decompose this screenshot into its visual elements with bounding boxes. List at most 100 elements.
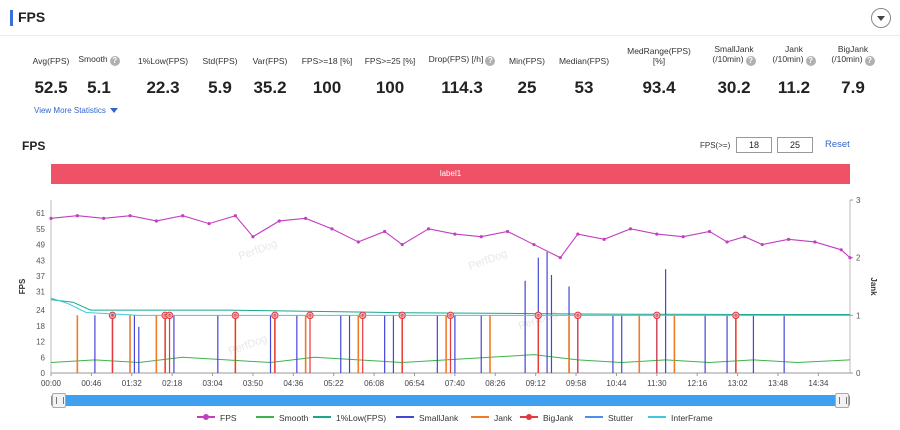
- legend-item[interactable]: 1%Low(FPS): [313, 413, 386, 423]
- legend-label: FPS: [220, 413, 237, 423]
- legend-item[interactable]: Jank: [471, 413, 512, 423]
- legend-label: Stutter: [608, 413, 634, 423]
- stat-label: 1%Low(FPS): [137, 56, 189, 66]
- fps-point: [848, 256, 852, 260]
- x-tick-label: 04:36: [283, 379, 304, 388]
- x-tick-label: 11:30: [647, 379, 667, 388]
- fps-point: [277, 219, 281, 223]
- statistics-row: Avg(FPS) 52.5 Smooth? 5.1 1%Low(FPS) 22.3 Std(…: [0, 44, 900, 120]
- fps-point: [181, 214, 185, 218]
- fps-point: [602, 237, 606, 241]
- stat-label: Var(FPS): [252, 56, 288, 66]
- legend-item[interactable]: BigJank: [520, 413, 573, 423]
- chart-title: FPS: [22, 139, 46, 153]
- fps-point: [743, 235, 747, 239]
- legend-item[interactable]: SmallJank: [396, 413, 458, 423]
- x-tick-label: 06:54: [404, 379, 425, 388]
- fps-point: [251, 235, 255, 239]
- fps-point: [75, 214, 79, 218]
- y-tick-label: 49: [36, 241, 45, 250]
- stat-label: Median(FPS): [558, 56, 610, 66]
- legend-swatch-icon: [520, 414, 538, 420]
- fps-threshold-input-2[interactable]: [777, 137, 813, 153]
- stat-value: 5.9: [208, 78, 232, 97]
- fps-point: [532, 242, 536, 247]
- x-tick-label: 03:04: [203, 379, 224, 388]
- legend-item[interactable]: FPS: [197, 413, 237, 423]
- stat-value: 35.2: [253, 78, 287, 97]
- fps-point: [813, 240, 817, 244]
- fps-threshold-input-1[interactable]: [736, 137, 772, 153]
- legend-label: BigJank: [543, 413, 574, 423]
- stat-label: FPS>=18 [%]: [301, 56, 353, 66]
- legend-item[interactable]: InterFrame: [648, 413, 713, 423]
- time-range-slider[interactable]: [51, 395, 850, 406]
- legend-swatch-icon: [256, 416, 274, 418]
- fps-point: [383, 229, 387, 234]
- panel-header: FPS: [0, 0, 900, 36]
- help-icon[interactable]: ?: [485, 56, 496, 66]
- slider-handle-right[interactable]: [835, 393, 849, 408]
- slider-handle-left[interactable]: [52, 393, 66, 408]
- y2-tick-label: 1: [856, 311, 861, 320]
- legend-label: SmallJank: [419, 413, 459, 423]
- stat-value: 30.2: [717, 78, 751, 97]
- watermark-text: PerfDog: [227, 333, 269, 358]
- fps-point: [207, 221, 211, 226]
- fps-point: [330, 227, 334, 231]
- y2-axis-title: Jank: [869, 277, 878, 296]
- fps-series-line: [50, 215, 851, 259]
- legend-item[interactable]: Smooth: [256, 413, 308, 423]
- fps-point: [154, 219, 158, 223]
- help-icon[interactable]: ?: [109, 56, 120, 66]
- view-more-statistics-link[interactable]: View More Statistics: [34, 106, 118, 115]
- stat-value: 100: [375, 78, 405, 97]
- stat-2: 1%Low(FPS) 22.3: [125, 44, 201, 104]
- stat-10: MedRange(FPS)[%] 93.4: [621, 44, 697, 104]
- watermark-text: PerfDog: [467, 248, 509, 273]
- legend-label: 1%Low(FPS): [336, 413, 387, 423]
- header-accent-bar: [10, 10, 13, 26]
- legend-label: Smooth: [279, 413, 309, 423]
- stat-11: SmallJank (/10min)? 30.2: [696, 44, 772, 104]
- stat-label: Std(FPS): [202, 56, 238, 66]
- legend-label: Jank: [494, 413, 512, 423]
- collapse-panel-button[interactable]: [871, 8, 891, 28]
- y-tick-label: 6: [41, 353, 46, 362]
- fps-point: [426, 227, 431, 231]
- legend-item[interactable]: Stutter: [585, 413, 633, 423]
- help-icon[interactable]: ?: [745, 56, 756, 66]
- reset-button[interactable]: Reset: [825, 139, 850, 150]
- stat-value: 93.4: [642, 78, 676, 97]
- help-icon[interactable]: ?: [864, 56, 875, 66]
- legend-swatch-icon: [585, 416, 603, 418]
- fps-point: [760, 242, 764, 247]
- fps-point: [786, 237, 791, 241]
- label-bar[interactable]: label1: [51, 164, 850, 184]
- stat-value: 5.1: [87, 78, 111, 97]
- y-tick-label: 0: [41, 369, 46, 378]
- y-tick-label: 24: [36, 306, 45, 315]
- fps-point: [453, 232, 457, 236]
- fps-point: [128, 214, 132, 218]
- y-tick-label: 31: [36, 288, 45, 297]
- stat-label: SmallJank (/10min)?: [712, 44, 756, 66]
- stat-label: MedRange(FPS)[%]: [627, 46, 691, 66]
- stat-value: 22.3: [146, 78, 180, 97]
- stat-12: Jank (/10min)? 11.2: [756, 44, 832, 104]
- fps-point: [49, 216, 53, 220]
- stat-value: 114.3: [441, 78, 483, 97]
- help-icon[interactable]: ?: [805, 56, 816, 66]
- y-axis-title: FPS: [18, 278, 27, 294]
- x-tick-label: 01:32: [122, 379, 143, 388]
- stat-label: Min(FPS): [509, 56, 545, 66]
- legend-swatch-icon: [313, 416, 331, 418]
- x-tick-label: 06:08: [364, 379, 385, 388]
- fps-point: [839, 248, 843, 252]
- fps-point: [400, 242, 404, 247]
- x-tick-label: 00:46: [81, 379, 102, 388]
- legend-swatch-icon: [396, 416, 414, 418]
- fps-point: [356, 240, 360, 244]
- fps-point: [707, 229, 712, 234]
